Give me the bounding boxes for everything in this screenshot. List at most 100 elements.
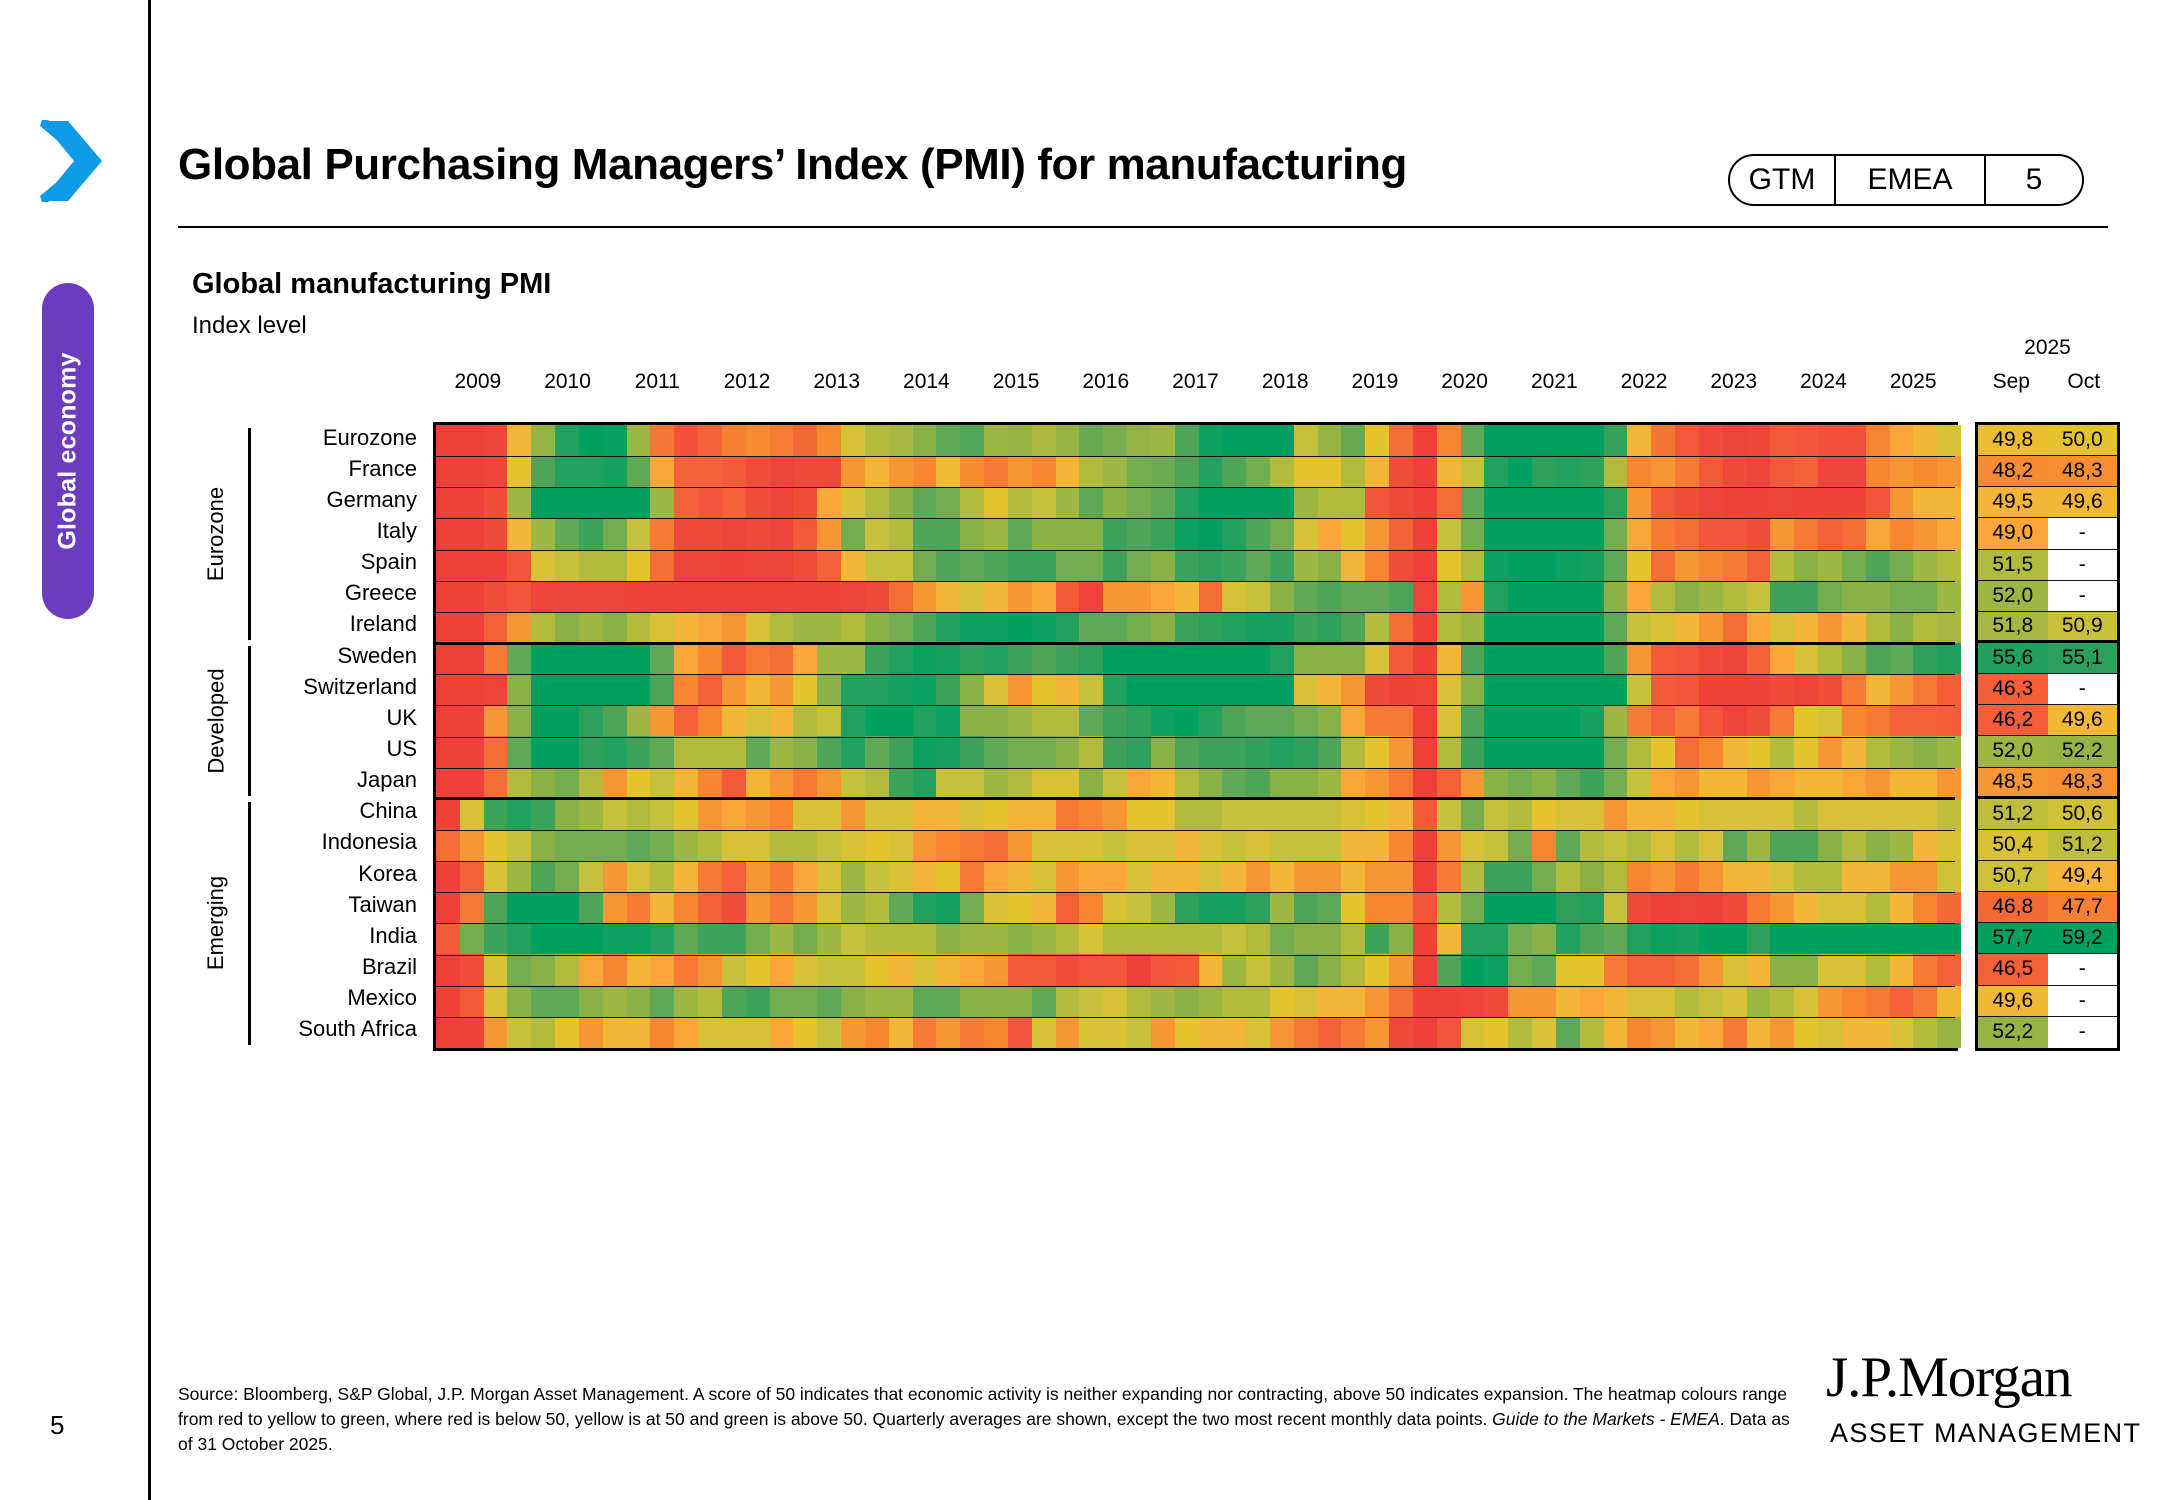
- heatmap-cell: [1627, 425, 1652, 457]
- heatmap-cell: [1127, 892, 1151, 924]
- heatmap-cell: [1675, 798, 1699, 830]
- heatmap-cell: [1031, 1016, 1056, 1048]
- heatmap-cell: [1317, 798, 1342, 830]
- heatmap-row-ireland: [436, 611, 1961, 643]
- heatmap-cell: [436, 985, 460, 1017]
- heatmap-cell: [1889, 487, 1914, 519]
- heatmap-cell: [1698, 425, 1723, 457]
- heatmap-cell: [698, 767, 722, 799]
- heatmap-cell: [1365, 860, 1390, 893]
- row-label-greece: Greece: [344, 580, 417, 606]
- heatmap-cell: [602, 798, 627, 830]
- heatmap-cell: [578, 736, 603, 768]
- heatmap-cell: [1651, 518, 1676, 550]
- heatmap-cell: [721, 829, 746, 861]
- heatmap-cell: [1389, 829, 1413, 861]
- value-cell-sep: 49,6: [1978, 985, 2048, 1017]
- heatmap-cell: [1675, 580, 1699, 612]
- heatmap-cell: [531, 674, 556, 706]
- value-cell-sep: 49,0: [1978, 518, 2048, 550]
- heatmap-cell: [960, 705, 985, 737]
- heatmap-cell: [841, 580, 865, 612]
- row-divider: [436, 611, 1955, 613]
- heatmap-cell: [1079, 456, 1104, 488]
- heatmap-cell: [1007, 674, 1032, 706]
- heatmap-cell: [1150, 985, 1175, 1017]
- heatmap-cell: [841, 518, 865, 550]
- heatmap-cell: [1031, 456, 1056, 488]
- heatmap-cell: [602, 892, 627, 924]
- heatmap-cell: [1103, 860, 1128, 893]
- heatmap-cell: [1341, 674, 1366, 706]
- heatmap-cell: [1079, 736, 1104, 768]
- heatmap-cell: [1198, 580, 1223, 612]
- heatmap-cell: [1412, 860, 1437, 893]
- value-cell-sep: 57,7: [1978, 923, 2048, 955]
- heatmap-cell: [459, 954, 484, 986]
- heatmap-cell: [1007, 705, 1032, 737]
- heatmap-cell: [1937, 892, 1961, 924]
- heatmap-cell: [1293, 892, 1318, 924]
- heatmap-cell: [912, 798, 937, 830]
- heatmap-cell: [864, 892, 889, 924]
- heatmap-cell: [1365, 549, 1390, 581]
- heatmap-cell: [698, 487, 722, 519]
- heatmap-cell: [578, 549, 603, 581]
- heatmap-cell: [1389, 705, 1413, 737]
- heatmap-cell: [1603, 767, 1628, 799]
- heatmap-cell: [1532, 923, 1556, 955]
- heatmap-cell: [864, 425, 889, 457]
- heatmap-cell: [602, 549, 627, 581]
- heatmap-cell: [555, 860, 579, 893]
- group-bracket-emerging: [248, 801, 251, 1045]
- heatmap-cell: [674, 642, 699, 675]
- heatmap-cell: [1889, 860, 1914, 893]
- year-tick-2025: 2025: [1889, 370, 1937, 393]
- heatmap-cell: [888, 642, 913, 675]
- heatmap-cell: [864, 923, 889, 955]
- heatmap-cell: [1150, 767, 1175, 799]
- heatmap-cell: [1222, 954, 1247, 986]
- row-label-sweden: Sweden: [337, 642, 417, 668]
- heatmap-cell: [531, 642, 556, 675]
- heatmap-cell: [1770, 425, 1795, 457]
- heatmap-cell: [864, 456, 889, 488]
- year-tick-2024: 2024: [1800, 370, 1847, 393]
- heatmap-cell: [1484, 892, 1509, 924]
- heatmap-cell: [1937, 456, 1961, 488]
- sidebar-section-tab[interactable]: Global economy: [42, 283, 94, 619]
- heatmap-cell: [1079, 642, 1104, 675]
- footnote-source: Source: Bloomberg, S&P Global, J.P. Morg…: [178, 1382, 1808, 1457]
- heatmap-cell: [1651, 923, 1676, 955]
- heatmap-cell: [1865, 860, 1890, 893]
- heatmap-cell: [1127, 736, 1151, 768]
- heatmap-cell: [793, 892, 818, 924]
- heatmap-cell: [578, 923, 603, 955]
- gtm-badge[interactable]: GTM EMEA 5: [1728, 154, 2084, 206]
- heatmap-cell: [436, 892, 460, 924]
- heatmap-cell: [1127, 954, 1151, 986]
- heatmap-cell: [1341, 611, 1366, 643]
- heatmap-cell: [1937, 985, 1961, 1017]
- heatmap-cell: [1007, 425, 1032, 457]
- heatmap-cell: [1365, 518, 1390, 550]
- year-tick-2009: 2009: [454, 370, 502, 393]
- heatmap-cell: [1150, 549, 1175, 581]
- heatmap-cell: [1174, 1016, 1199, 1048]
- heatmap-cell: [436, 923, 460, 955]
- heatmap-cell: [1698, 829, 1723, 861]
- heatmap-cell: [1603, 674, 1628, 706]
- value-cell-sep: 51,5: [1978, 549, 2048, 581]
- chart-title: Global manufacturing PMI: [192, 268, 552, 300]
- heatmap-cell: [1055, 549, 1080, 581]
- heatmap-cell: [1651, 487, 1676, 519]
- heatmap-row-india: [436, 923, 1961, 955]
- heatmap-cell: [1508, 954, 1533, 986]
- heatmap-cell: [626, 580, 651, 612]
- heatmap-cell: [1698, 798, 1723, 830]
- heatmap-cell: [1532, 487, 1556, 519]
- heatmap-cell: [1079, 705, 1104, 737]
- heatmap-cell: [602, 1016, 627, 1048]
- heatmap-cell: [1651, 1016, 1676, 1048]
- heatmap-cell: [650, 580, 675, 612]
